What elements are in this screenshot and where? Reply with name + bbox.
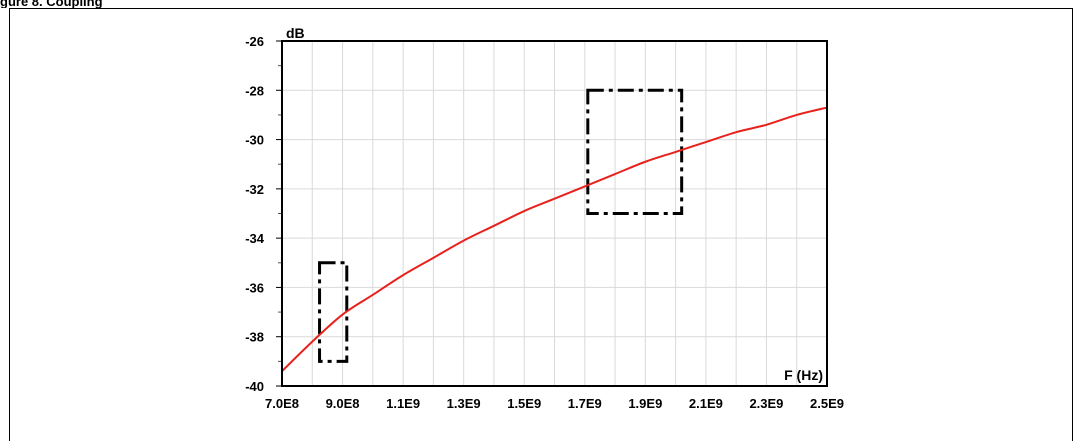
y-tick-label: -40: [245, 379, 264, 394]
x-tick-label: 1.1E9: [386, 396, 420, 411]
y-tick-label: -28: [245, 83, 264, 98]
y-tick-label: -36: [245, 280, 264, 295]
limit-box: [318, 261, 349, 363]
grid: [282, 41, 827, 386]
x-tick-label: 2.5E9: [810, 396, 844, 411]
series-layer: [281, 106, 828, 372]
y-tick-label: -26: [245, 34, 264, 49]
figure-title: gure 8. Coupling: [0, 0, 103, 8]
y-tick-label: -34: [245, 231, 265, 246]
x-tick-label: 9.0E8: [326, 396, 360, 411]
y-tick-labels: -26 -28 -30 -32 -34 -36 -38 -40: [245, 34, 265, 394]
x-tick-label: 2.1E9: [689, 396, 723, 411]
figure-frame: [9, 8, 1073, 441]
x-axis-unit: F (Hz): [784, 367, 823, 383]
limit-boxes: [318, 88, 684, 363]
y-tick-label: -30: [245, 133, 264, 148]
limit-box: [586, 88, 684, 215]
x-tick-labels: 7.0E8 9.0E8 1.1E9 1.3E9 1.5E9 1.7E9 1.9E9 2.1E9…: [265, 396, 844, 411]
x-tick-label: 1.3E9: [447, 396, 481, 411]
x-tick-label: 1.9E9: [628, 396, 662, 411]
series-line: [281, 106, 828, 372]
y-axis-unit: dB: [286, 25, 305, 41]
x-tick-label: 7.0E8: [265, 396, 299, 411]
x-tick-label: 2.3E9: [749, 396, 783, 411]
x-tick-label: 1.7E9: [568, 396, 602, 411]
y-tick-label: -38: [245, 330, 264, 345]
plot-border: [281, 40, 828, 387]
y-tick-label: -32: [245, 182, 264, 197]
x-tick-label: 1.5E9: [507, 396, 541, 411]
